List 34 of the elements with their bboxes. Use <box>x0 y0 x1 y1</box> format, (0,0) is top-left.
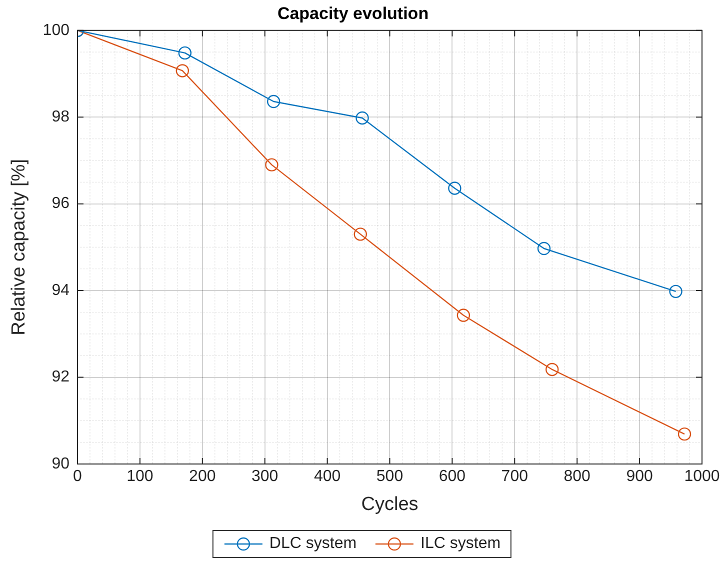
x-tick-label: 200 <box>189 468 216 486</box>
legend-label: DLC system <box>269 535 357 553</box>
x-tick-label: 600 <box>438 468 466 486</box>
legend-label: ILC system <box>420 535 501 553</box>
y-tick-label: 96 <box>52 195 70 212</box>
point <box>546 362 559 376</box>
chart-title: Capacity evolution <box>277 4 429 23</box>
point <box>448 182 462 195</box>
x-tick-label: 900 <box>626 468 653 486</box>
point <box>354 228 367 241</box>
y-axis-title: Relative capacity [%] <box>8 159 30 336</box>
point <box>537 242 551 256</box>
point <box>678 427 692 441</box>
point <box>265 158 278 172</box>
point <box>356 111 369 125</box>
point <box>178 46 192 60</box>
y-tick-label: 98 <box>52 108 70 126</box>
y-tick-label: 90 <box>52 455 70 472</box>
x-tick-label: 700 <box>501 468 528 486</box>
point <box>176 64 190 78</box>
y-tick-label: 92 <box>52 368 70 386</box>
point <box>669 284 682 298</box>
point <box>266 94 280 108</box>
x-tick-label: 0 <box>73 468 82 486</box>
y-tick-label: 94 <box>52 282 70 299</box>
x-tick-label: 1000 <box>684 468 720 486</box>
x-tick-label: 300 <box>251 468 278 486</box>
x-tick-label: 100 <box>126 468 154 486</box>
y-tick-label: 100 <box>42 22 70 39</box>
x-tick-label: 800 <box>564 468 591 486</box>
x-tick-label: 500 <box>376 468 404 486</box>
x-axis-title: Cycles <box>361 494 418 515</box>
point <box>456 308 470 322</box>
x-tick-label: 400 <box>314 468 341 486</box>
